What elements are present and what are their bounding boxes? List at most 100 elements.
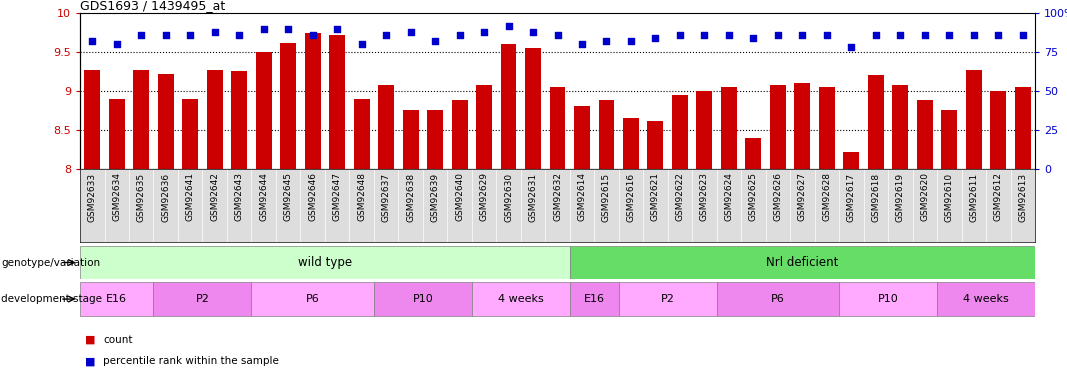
Bar <box>746 138 762 169</box>
Text: GSM92639: GSM92639 <box>431 172 440 222</box>
Point <box>745 35 762 41</box>
Point <box>598 38 615 44</box>
Bar <box>378 86 394 169</box>
Text: P2: P2 <box>660 294 674 304</box>
Text: GSM92627: GSM92627 <box>798 172 807 221</box>
Point <box>917 32 934 38</box>
Point <box>451 32 468 38</box>
Text: GSM92616: GSM92616 <box>626 172 636 222</box>
Bar <box>80 282 154 316</box>
Text: GSM92644: GSM92644 <box>259 172 268 221</box>
Point <box>500 22 517 28</box>
Point <box>941 32 958 38</box>
Bar <box>574 106 590 169</box>
Text: GSM92631: GSM92631 <box>528 172 538 222</box>
Text: GSM92611: GSM92611 <box>969 172 978 222</box>
Bar <box>109 99 125 169</box>
Text: GSM92626: GSM92626 <box>774 172 782 221</box>
Text: E16: E16 <box>584 294 605 304</box>
Text: GSM92618: GSM92618 <box>872 172 880 222</box>
Bar <box>599 100 615 169</box>
Text: GSM92641: GSM92641 <box>186 172 194 221</box>
Text: GSM92636: GSM92636 <box>161 172 171 222</box>
Point <box>622 38 639 44</box>
Bar <box>550 87 566 169</box>
Point <box>966 32 983 38</box>
Bar <box>232 72 248 169</box>
Text: GSM92629: GSM92629 <box>479 172 489 221</box>
Bar <box>648 120 664 169</box>
Point <box>108 41 125 47</box>
Text: P6: P6 <box>306 294 319 304</box>
Bar <box>154 282 252 316</box>
Text: GSM92614: GSM92614 <box>577 172 587 221</box>
Point <box>671 32 688 38</box>
Text: GSM92642: GSM92642 <box>210 172 219 221</box>
Text: GSM92640: GSM92640 <box>455 172 464 221</box>
Text: GSM92623: GSM92623 <box>700 172 708 221</box>
Text: GSM92622: GSM92622 <box>675 172 684 221</box>
Bar <box>80 246 570 279</box>
Text: ■: ■ <box>85 357 96 366</box>
Text: GSM92613: GSM92613 <box>1018 172 1028 222</box>
Point <box>255 26 272 32</box>
Bar <box>990 91 1006 169</box>
Bar <box>1015 87 1031 169</box>
Point <box>132 32 149 38</box>
Point <box>157 32 174 38</box>
Bar <box>84 70 100 169</box>
Bar <box>672 95 688 169</box>
Point <box>548 32 566 38</box>
Bar <box>133 70 149 169</box>
Text: GSM92645: GSM92645 <box>284 172 292 221</box>
Point <box>1015 32 1032 38</box>
Bar <box>256 52 272 169</box>
Text: Nrl deficient: Nrl deficient <box>766 256 839 269</box>
Bar <box>427 110 443 169</box>
Point <box>427 38 444 44</box>
Point <box>818 32 835 38</box>
Bar <box>917 100 933 169</box>
Text: GSM92621: GSM92621 <box>651 172 660 221</box>
Text: GSM92648: GSM92648 <box>357 172 366 221</box>
Text: P10: P10 <box>878 294 898 304</box>
Text: GSM92632: GSM92632 <box>553 172 562 221</box>
Point <box>696 32 713 38</box>
Text: GSM92635: GSM92635 <box>137 172 146 222</box>
Text: count: count <box>103 334 133 345</box>
Bar <box>330 35 345 169</box>
Text: 4 weeks: 4 weeks <box>498 294 544 304</box>
Point <box>990 32 1007 38</box>
Bar <box>818 87 834 169</box>
Point <box>476 29 493 35</box>
Text: E16: E16 <box>107 294 127 304</box>
Text: GDS1693 / 1439495_at: GDS1693 / 1439495_at <box>80 0 225 12</box>
Text: development stage: development stage <box>1 294 102 304</box>
Text: GSM92625: GSM92625 <box>749 172 758 221</box>
Text: GSM92612: GSM92612 <box>993 172 1003 221</box>
Point <box>206 29 223 35</box>
Bar <box>843 152 859 169</box>
Point <box>794 32 811 38</box>
Point <box>378 32 395 38</box>
Point <box>329 26 346 32</box>
Bar <box>182 99 198 169</box>
Bar <box>717 282 839 316</box>
Text: P2: P2 <box>195 294 209 304</box>
Text: GSM92638: GSM92638 <box>407 172 415 222</box>
Point <box>720 32 737 38</box>
Text: GSM92630: GSM92630 <box>504 172 513 222</box>
Bar <box>623 118 639 169</box>
Point <box>892 32 909 38</box>
Bar <box>353 99 369 169</box>
Text: P6: P6 <box>771 294 784 304</box>
Bar <box>966 70 982 169</box>
Bar <box>472 282 570 316</box>
Point <box>769 32 786 38</box>
Text: genotype/variation: genotype/variation <box>1 258 100 267</box>
Text: GSM92624: GSM92624 <box>724 172 733 221</box>
Bar <box>892 86 908 169</box>
Point <box>647 35 664 41</box>
Text: GSM92620: GSM92620 <box>921 172 929 221</box>
Bar <box>721 87 737 169</box>
